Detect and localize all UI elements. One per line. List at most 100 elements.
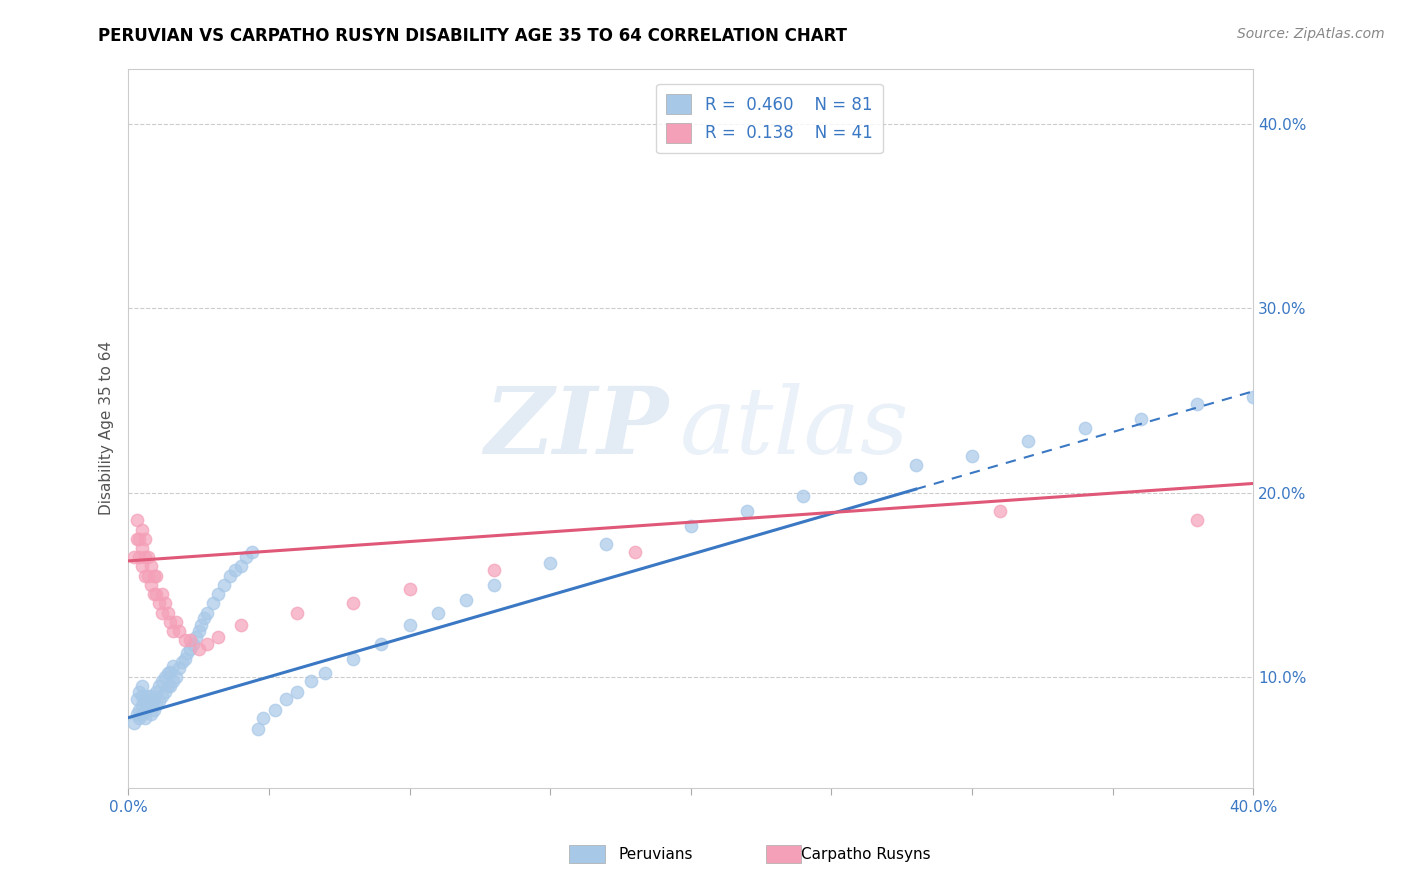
- Point: [988, 504, 1011, 518]
- Point: [623, 544, 645, 558]
- Point: [314, 666, 336, 681]
- Point: [128, 532, 150, 546]
- Point: [240, 544, 263, 558]
- Point: [131, 689, 153, 703]
- Text: PERUVIAN VS CARPATHO RUSYN DISABILITY AGE 35 TO 64 CORRELATION CHART: PERUVIAN VS CARPATHO RUSYN DISABILITY AG…: [98, 27, 848, 45]
- Point: [235, 550, 257, 565]
- Point: [142, 692, 165, 706]
- Point: [173, 651, 195, 665]
- Point: [162, 673, 184, 688]
- Point: [167, 661, 190, 675]
- Point: [179, 642, 201, 657]
- Point: [134, 711, 156, 725]
- Point: [165, 670, 187, 684]
- Point: [159, 679, 181, 693]
- Point: [136, 701, 159, 715]
- Point: [190, 618, 212, 632]
- Point: [735, 504, 758, 518]
- Point: [128, 685, 150, 699]
- Point: [179, 633, 201, 648]
- Point: [792, 489, 814, 503]
- Point: [482, 578, 505, 592]
- Legend: R =  0.460    N = 81, R =  0.138    N = 41: R = 0.460 N = 81, R = 0.138 N = 41: [657, 84, 883, 153]
- Point: [131, 698, 153, 712]
- Point: [679, 519, 702, 533]
- Point: [285, 685, 308, 699]
- Point: [150, 689, 173, 703]
- Point: [122, 716, 145, 731]
- Point: [167, 624, 190, 638]
- Point: [176, 646, 198, 660]
- Point: [128, 703, 150, 717]
- Point: [142, 703, 165, 717]
- Point: [1241, 390, 1264, 404]
- Point: [139, 559, 162, 574]
- Point: [274, 692, 297, 706]
- Point: [134, 703, 156, 717]
- Point: [398, 618, 420, 632]
- Point: [139, 578, 162, 592]
- Point: [252, 711, 274, 725]
- Point: [454, 592, 477, 607]
- Text: ZIP: ZIP: [484, 384, 668, 473]
- Point: [148, 596, 170, 610]
- Text: Peruvians: Peruvians: [619, 847, 693, 862]
- Point: [150, 587, 173, 601]
- Point: [131, 706, 153, 721]
- Point: [299, 673, 322, 688]
- Point: [134, 532, 156, 546]
- Point: [370, 637, 392, 651]
- Point: [125, 513, 148, 527]
- Point: [153, 670, 176, 684]
- Point: [128, 550, 150, 565]
- Point: [426, 606, 449, 620]
- Point: [904, 458, 927, 472]
- Point: [195, 637, 218, 651]
- Point: [181, 637, 204, 651]
- Point: [342, 651, 364, 665]
- Point: [342, 596, 364, 610]
- Point: [229, 559, 252, 574]
- Point: [595, 537, 617, 551]
- Point: [156, 679, 179, 693]
- Point: [142, 568, 165, 582]
- Point: [125, 532, 148, 546]
- Point: [1185, 397, 1208, 411]
- Point: [212, 578, 235, 592]
- Point: [1185, 513, 1208, 527]
- Point: [285, 606, 308, 620]
- Point: [131, 523, 153, 537]
- Point: [538, 556, 561, 570]
- Point: [1129, 412, 1152, 426]
- Point: [1017, 434, 1039, 448]
- Point: [134, 692, 156, 706]
- Point: [145, 685, 167, 699]
- Point: [139, 698, 162, 712]
- Point: [134, 568, 156, 582]
- Point: [150, 673, 173, 688]
- Point: [131, 679, 153, 693]
- Text: Carpatho Rusyns: Carpatho Rusyns: [801, 847, 931, 862]
- Point: [170, 656, 193, 670]
- Point: [162, 659, 184, 673]
- Point: [156, 606, 179, 620]
- Point: [134, 550, 156, 565]
- Point: [136, 689, 159, 703]
- Point: [398, 582, 420, 596]
- Point: [960, 449, 983, 463]
- Point: [246, 722, 269, 736]
- Point: [187, 642, 209, 657]
- Point: [148, 679, 170, 693]
- Point: [148, 694, 170, 708]
- Point: [145, 587, 167, 601]
- Point: [131, 559, 153, 574]
- Point: [224, 563, 246, 577]
- Point: [159, 665, 181, 679]
- Point: [156, 666, 179, 681]
- Point: [139, 689, 162, 703]
- Point: [1298, 191, 1320, 205]
- Point: [131, 541, 153, 555]
- Point: [125, 692, 148, 706]
- Point: [482, 563, 505, 577]
- Point: [184, 630, 207, 644]
